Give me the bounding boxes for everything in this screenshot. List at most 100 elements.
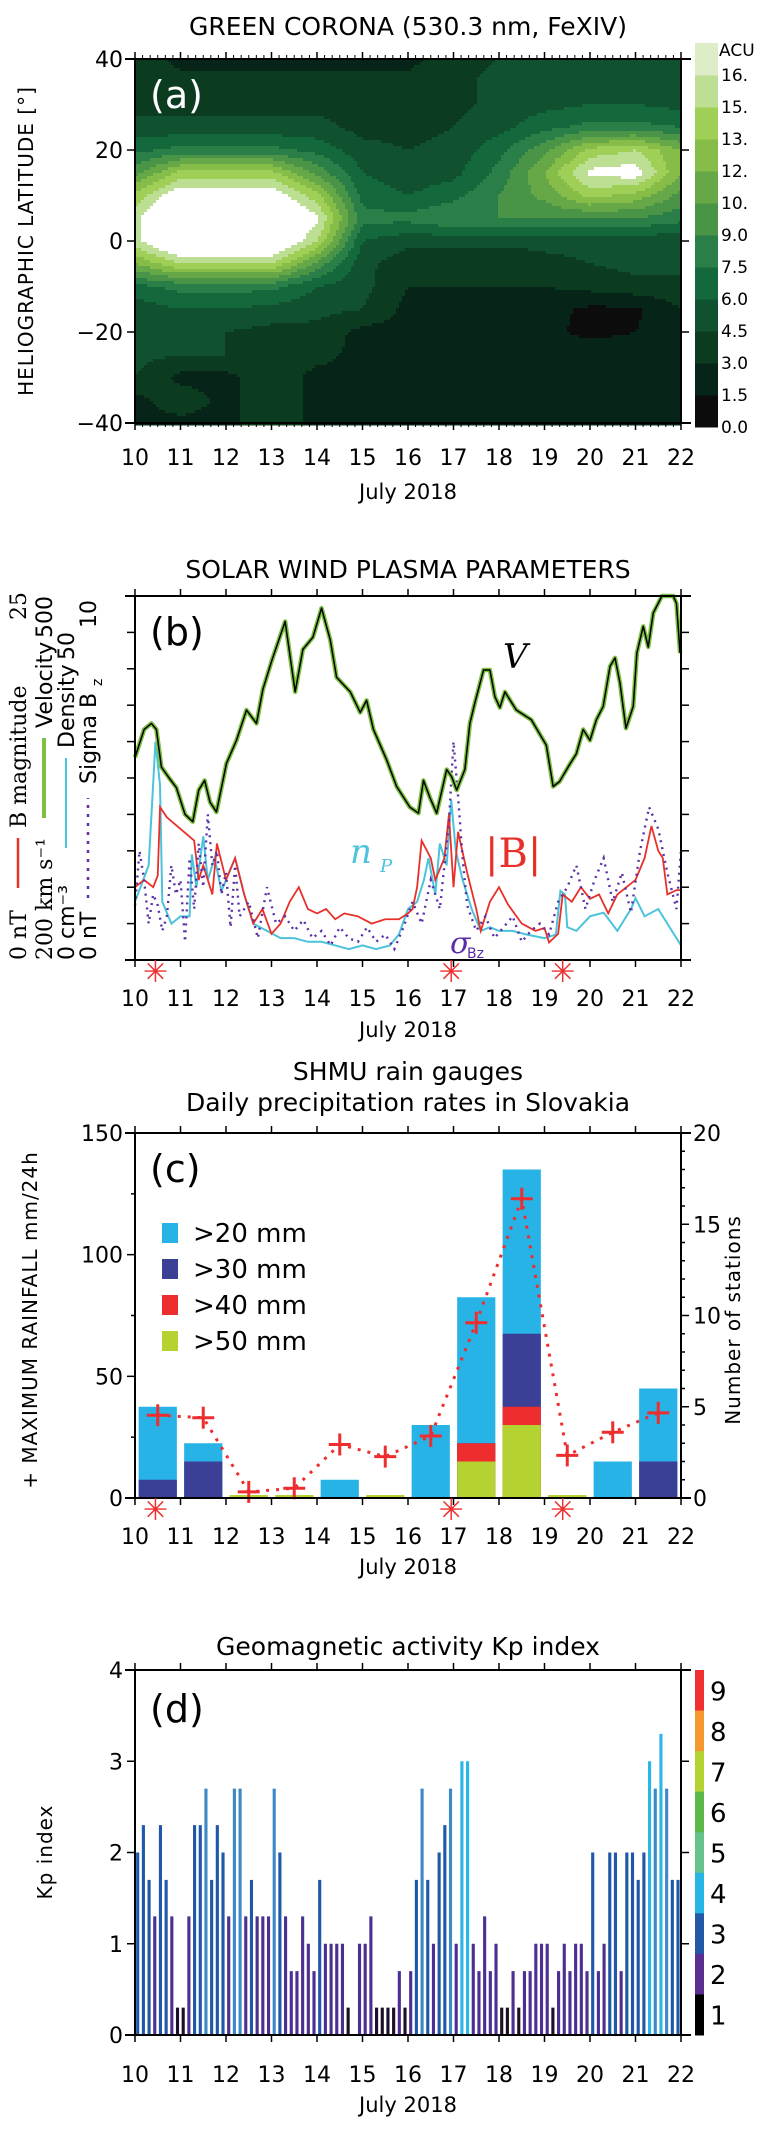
contour-cell [327,236,334,240]
contour-cell [330,209,340,213]
sigma-bz-max: 10 [77,600,102,628]
contour-cell [135,188,142,192]
contour-cell [486,68,682,72]
kp-bar [369,1916,373,2035]
contour-cell [135,275,169,279]
kp-bar [579,1943,583,2035]
x-tick-label: 15 [349,987,377,1012]
contour-cell [354,203,364,207]
contour-cell [468,110,547,114]
contour-cell [312,242,322,246]
contour-cell [144,197,160,201]
kp-bar [403,2007,407,2035]
kp-colorbar-swatch [695,1872,704,1914]
contour-cell [576,167,595,171]
kp-bar [244,1916,248,2035]
contour-cell [339,179,352,183]
contour-cell [318,221,325,225]
contour-cell [297,173,316,177]
kp-bar [136,1852,140,2035]
contour-cell [135,404,157,408]
kp-bar [295,1971,299,2035]
contour-cell [474,104,583,108]
contour-cell [579,335,613,339]
contour-cell [309,257,322,261]
contour-cell [279,146,337,150]
contour-cell [444,131,505,135]
contour-cell [396,188,424,192]
contour-cell [144,365,316,369]
contour-cell [135,341,226,345]
contour-cell [342,182,355,186]
contour-cell [333,200,343,204]
contour-cell [420,62,493,66]
contour-cell [672,146,682,150]
kp-bar [585,1971,589,2035]
contour-cell [519,122,583,126]
contour-cell [294,179,310,183]
contour-cell [384,209,418,213]
kp-bar [466,1761,470,2035]
contour-cell [465,113,538,117]
contour-cell [336,203,346,207]
b-magnitude-max: 25 [7,592,32,620]
contour-cell [252,290,313,294]
kp-bar [392,2007,396,2035]
colorbar-a-swatch [695,203,718,236]
contour-cell [354,263,379,267]
contour-cell [312,368,682,372]
contour-cell [537,113,682,117]
contour-cell [660,143,682,147]
colorbar-a-label: 15. [721,98,748,118]
contour-cell [309,251,322,255]
contour-cell [357,218,682,222]
contour-cell [621,176,637,180]
contour-cell [171,62,421,66]
contour-cell [621,164,637,168]
contour-cell [282,173,298,177]
contour-cell [348,239,355,243]
contour-cell [240,386,304,390]
panel-b-solar-wind: SOLAR WIND PLASMA PARAMETERS (b) 10 11 12 1… [7,555,695,1042]
panel-d-y-axis-label: Kp index [33,1805,57,1900]
contour-cell [291,197,310,201]
contour-cell [297,149,343,153]
contour-cell [567,182,583,186]
panel-d-title: Geomagnetic activity Kp index [216,1632,600,1661]
contour-cell [348,251,361,255]
x-tick-label: 14 [303,2063,331,2088]
kp-bar [175,2007,180,2035]
x-tick-label: 13 [258,1525,286,1550]
kp-bar [500,2007,504,2035]
contour-cell [528,170,547,174]
contour-cell [570,314,643,318]
contour-cell [225,338,346,342]
kp-bar [153,1916,157,2035]
contour-cell [573,311,643,315]
panel-a-title: GREEN CORONA (530.3 nm, FeXIV) [189,12,627,41]
contour-cell [378,266,607,270]
contour-cell [207,404,241,408]
x-tick-label: 19 [531,2063,559,2088]
bar-gt30 [184,1461,223,1498]
contour-cell [141,218,319,222]
y-tick-label: 20 [95,139,123,164]
contour-cell [579,152,619,156]
kp-bar [642,1852,646,2035]
x-tick-label: 13 [258,2063,286,2088]
contour-cell [354,245,361,249]
contour-cell [555,161,571,165]
kp-bar [215,1825,219,2035]
contour-cell [306,236,319,240]
contour-cell [165,257,283,261]
contour-cell [657,170,670,174]
contour-cell [393,254,565,258]
contour-cell [666,167,682,171]
kp-bar [665,1788,669,2035]
contour-cell [321,209,331,213]
contour-cell [135,95,478,99]
contour-cell [135,401,154,405]
contour-cell [135,110,469,114]
x-tick-label: 15 [349,1525,377,1550]
event-marker-asterisk: ✳ [143,955,168,990]
